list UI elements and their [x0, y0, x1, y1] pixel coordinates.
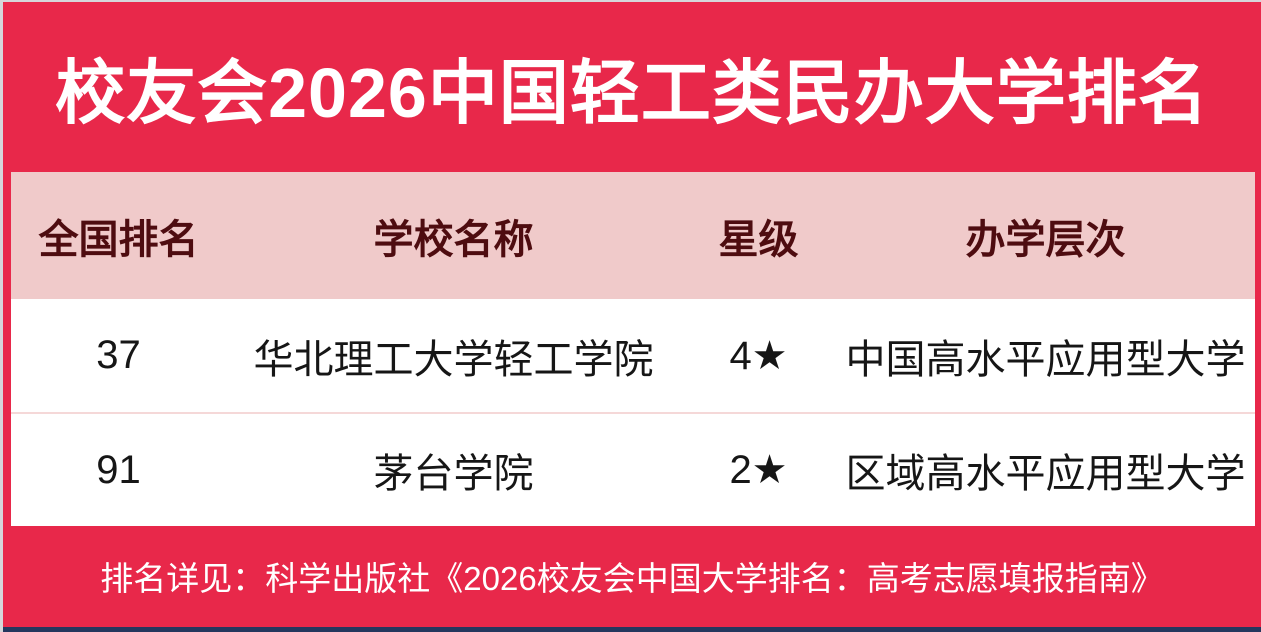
footer-source-note: 排名详见：科学出版社《2026校友会中国大学排名：高考志愿填报指南》 — [100, 560, 1164, 597]
column-header-national-rank: 全国排名 — [38, 217, 199, 262]
cell-level: 中国高水平应用型大学 — [845, 337, 1246, 382]
page-title: 校友会2026中国轻工类民办大学排名 — [55, 53, 1209, 132]
table-header-row: 全国排名 学校名称 星级 办学层次 — [11, 172, 1255, 299]
cell-level: 区域高水平应用型大学 — [845, 452, 1246, 496]
table-row: 37 华北理工大学轻工学院 4★ 中国高水平应用型大学 — [11, 299, 1255, 412]
cell-stars: 2★ — [729, 448, 788, 492]
cell-school: 华北理工大学轻工学院 — [253, 337, 654, 382]
column-header-education-level: 办学层次 — [965, 217, 1126, 262]
column-header-school-name: 学校名称 — [373, 217, 534, 262]
table-row: 91 茅台学院 2★ 区域高水平应用型大学 — [11, 412, 1255, 526]
ranking-table: 全国排名 学校名称 星级 办学层次 37 华北理工大学轻工学院 4★ 中国高水平… — [11, 172, 1255, 526]
bottom-accent-bar — [3, 627, 1261, 632]
title-bar: 校友会2026中国轻工类民办大学排名 — [3, 2, 1261, 172]
cell-rank: 37 — [96, 333, 141, 377]
cell-stars: 4★ — [729, 333, 788, 378]
cell-rank: 91 — [96, 447, 141, 492]
cell-school: 茅台学院 — [373, 452, 534, 496]
column-header-star-level: 星级 — [718, 217, 799, 262]
